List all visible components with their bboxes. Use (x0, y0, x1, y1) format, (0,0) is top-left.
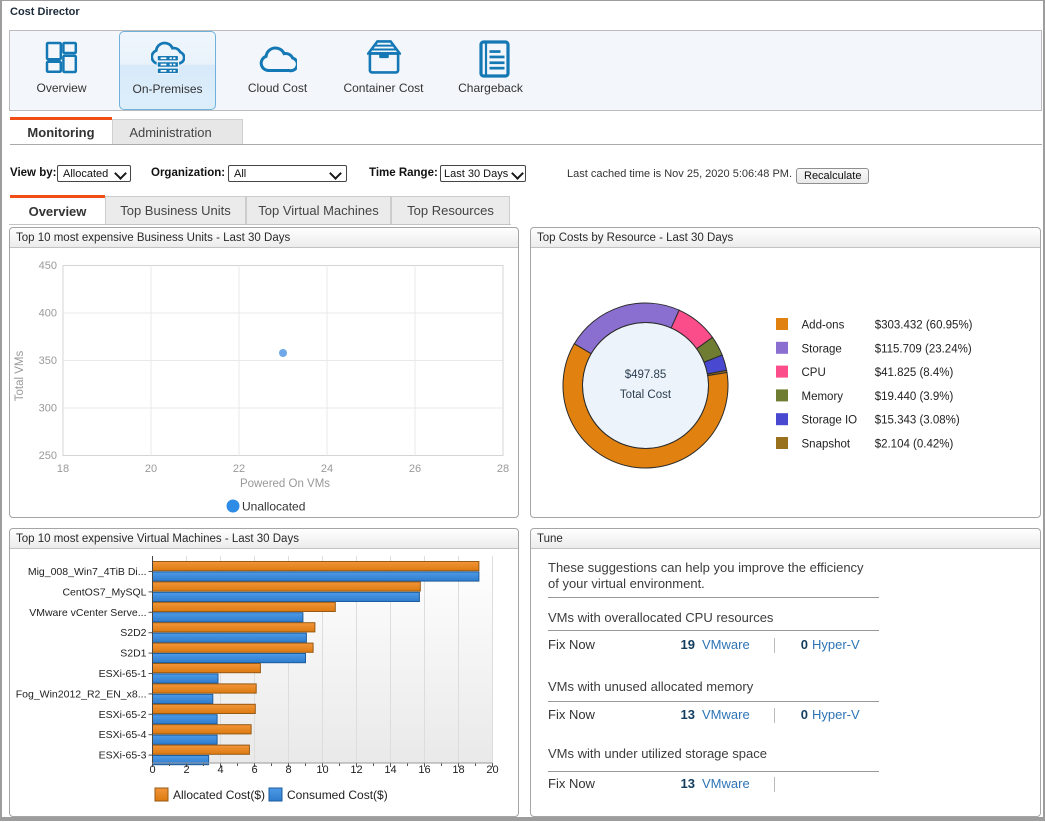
svg-text:Storage IO: Storage IO (802, 415, 858, 427)
svg-text:Storage: Storage (802, 343, 842, 355)
svg-text:400: 400 (39, 308, 57, 320)
svg-text:ESXi-65-1: ESXi-65-1 (99, 668, 147, 680)
svg-text:24: 24 (321, 463, 333, 475)
svg-text:18: 18 (57, 463, 69, 475)
svg-text:$15.343 (3.08%): $15.343 (3.08%) (875, 415, 960, 427)
svg-text:Add-ons: Add-ons (802, 320, 845, 332)
svg-text:$497.85: $497.85 (625, 369, 667, 381)
svg-text:450: 450 (39, 260, 57, 272)
svg-text:28: 28 (497, 463, 509, 475)
svg-text:S2D1: S2D1 (120, 648, 146, 660)
svg-text:ESXi-65-2: ESXi-65-2 (99, 709, 147, 721)
svg-text:Powered On VMs: Powered On VMs (240, 478, 330, 490)
svg-text:ESXi-65-4: ESXi-65-4 (99, 729, 147, 741)
svg-text:$303.432 (60.95%): $303.432 (60.95%) (875, 320, 973, 332)
svg-text:10: 10 (316, 764, 328, 776)
svg-text:6: 6 (251, 764, 257, 776)
svg-text:Total VMs: Total VMs (14, 351, 26, 402)
svg-text:$115.709 (23.24%): $115.709 (23.24%) (875, 343, 972, 355)
svg-text:CentOS7_MySQL: CentOS7_MySQL (62, 586, 146, 598)
svg-text:16: 16 (418, 764, 430, 776)
svg-text:S2D2: S2D2 (120, 627, 146, 639)
svg-text:Memory: Memory (802, 391, 844, 403)
svg-text:Mig_008_Win7_4TiB Di...: Mig_008_Win7_4TiB Di... (28, 566, 147, 578)
svg-text:Total Cost: Total Cost (620, 389, 672, 401)
svg-text:8: 8 (285, 764, 291, 776)
svg-text:VMware vCenter Serve...: VMware vCenter Serve... (29, 607, 146, 619)
svg-text:Snapshot: Snapshot (802, 439, 851, 451)
svg-text:18: 18 (452, 764, 464, 776)
svg-text:20: 20 (145, 463, 157, 475)
svg-text:0: 0 (149, 764, 155, 776)
svg-text:Fog_Win2012_R2_EN_x8...: Fog_Win2012_R2_EN_x8... (16, 688, 147, 700)
svg-text:2: 2 (183, 764, 189, 776)
svg-text:250: 250 (39, 450, 57, 462)
svg-text:4: 4 (217, 764, 223, 776)
svg-text:$19.440 (3.9%): $19.440 (3.9%) (875, 391, 954, 403)
svg-text:Unallocated: Unallocated (242, 500, 305, 514)
svg-text:12: 12 (350, 764, 362, 776)
svg-text:20: 20 (486, 764, 498, 776)
svg-text:Consumed Cost($): Consumed Cost($) (287, 788, 388, 802)
svg-text:Allocated Cost($): Allocated Cost($) (173, 788, 265, 802)
svg-text:CPU: CPU (802, 367, 826, 379)
svg-text:350: 350 (39, 355, 57, 367)
svg-text:ESXi-65-3: ESXi-65-3 (99, 750, 147, 762)
svg-text:$2.104 (0.42%): $2.104 (0.42%) (875, 439, 954, 451)
svg-text:300: 300 (39, 403, 57, 415)
svg-text:14: 14 (384, 764, 396, 776)
svg-text:26: 26 (409, 463, 421, 475)
svg-text:$41.825 (8.4%): $41.825 (8.4%) (875, 367, 954, 379)
svg-text:22: 22 (233, 463, 245, 475)
